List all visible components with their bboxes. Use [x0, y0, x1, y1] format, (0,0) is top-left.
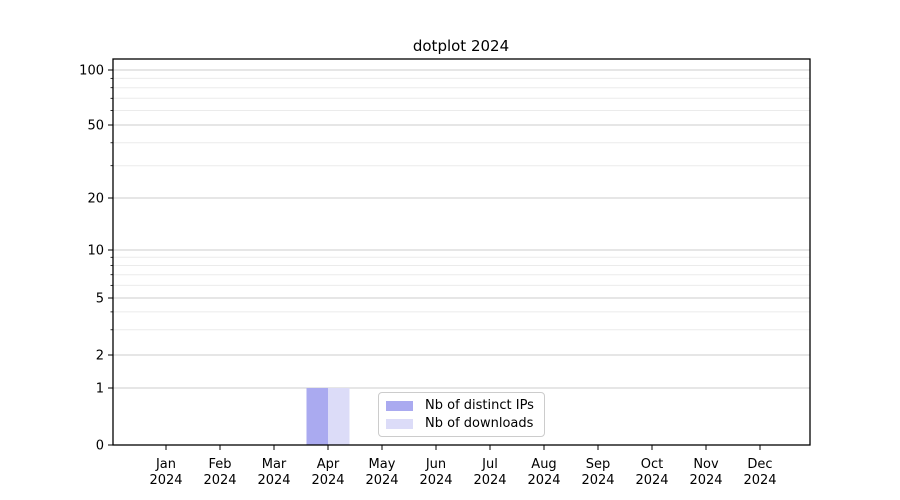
major-gridlines — [113, 69, 810, 389]
y-tick-label: 2 — [96, 349, 104, 364]
y-tick-label: 10 — [87, 244, 104, 259]
y-tick-label: 0 — [96, 439, 104, 454]
x-tick-label-year: 2024 — [581, 473, 614, 488]
legend-label: Nb of distinct IPs — [425, 398, 534, 413]
x-tick-label-month: Apr — [317, 457, 340, 472]
x-tick-label-year: 2024 — [635, 473, 668, 488]
bar-series — [306, 388, 350, 445]
x-tick-label-month: Nov — [693, 457, 719, 472]
x-tick-label-year: 2024 — [257, 473, 290, 488]
y-tick-label: 50 — [87, 119, 104, 134]
x-tick-label-month: May — [369, 457, 396, 472]
x-tick-label-month: Mar — [262, 457, 287, 472]
legend: Nb of distinct IPs Nb of downloads — [378, 392, 545, 437]
x-tick-label-month: Feb — [208, 457, 231, 472]
x-tick-label-year: 2024 — [365, 473, 398, 488]
x-tick-label-year: 2024 — [419, 473, 452, 488]
legend-swatch-icon — [386, 418, 413, 429]
x-tick-label-month: Jun — [425, 457, 446, 472]
y-tick-label: 20 — [87, 192, 104, 207]
x-tick-label-year: 2024 — [149, 473, 182, 488]
legend-item: Nb of distinct IPs — [386, 398, 537, 413]
y-tick-label: 5 — [96, 292, 104, 307]
plot-frame — [112, 58, 811, 446]
x-tick-label-year: 2024 — [689, 473, 722, 488]
x-tick-label-year: 2024 — [527, 473, 560, 488]
legend-item: Nb of downloads — [386, 416, 537, 431]
minor-gridlines — [113, 77, 810, 331]
x-tick-label-month: Dec — [747, 457, 772, 472]
x-tick-label-month: Aug — [531, 457, 556, 472]
bar-distinct-ips — [306, 388, 328, 445]
x-tick-label-month: Jan — [155, 457, 176, 472]
legend-swatch-icon — [386, 400, 413, 411]
y-tick-label: 1 — [96, 382, 104, 397]
chart-title: dotplot 2024 — [413, 37, 509, 55]
x-tick-label-year: 2024 — [743, 473, 776, 488]
axis-ticks — [108, 69, 761, 450]
x-tick-label-month: Oct — [641, 457, 663, 472]
x-tick-label-year: 2024 — [311, 473, 344, 488]
x-tick-label-month: Jul — [481, 457, 498, 472]
axis-tick-labels: 0125102050100Jan2024Feb2024Mar2024Apr202… — [79, 64, 776, 489]
legend-label: Nb of downloads — [425, 416, 534, 431]
x-tick-label-year: 2024 — [203, 473, 236, 488]
x-tick-label-month: Sep — [586, 457, 611, 472]
bar-downloads — [328, 388, 350, 445]
y-tick-label: 100 — [79, 64, 104, 79]
x-tick-label-year: 2024 — [473, 473, 506, 488]
